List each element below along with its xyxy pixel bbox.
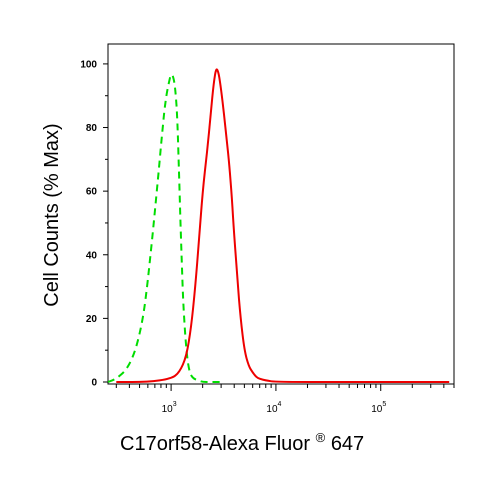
x-axis-title-registered-mark: ® bbox=[316, 430, 326, 445]
series-1-line bbox=[116, 68, 450, 384]
plot-frame bbox=[107, 43, 455, 385]
series-0-line bbox=[107, 73, 222, 383]
y-tick-label: 20 bbox=[86, 314, 98, 325]
x-tick-label: 105 bbox=[371, 401, 386, 415]
x-tick-label-base: 10 bbox=[266, 404, 278, 415]
y-tick-label: 100 bbox=[80, 59, 97, 70]
x-axis: 103 104 105 bbox=[115, 384, 455, 415]
y-tick-label: 40 bbox=[86, 250, 98, 261]
x-tick-label-base: 10 bbox=[162, 404, 174, 415]
y-axis: 0 20 40 60 80 100 bbox=[80, 59, 108, 389]
x-tick-label-exponent: 3 bbox=[173, 401, 177, 408]
x-tick-label-exponent: 5 bbox=[382, 401, 386, 408]
series-layer bbox=[107, 68, 450, 384]
x-axis-title: C17orf58-Alexa Fluor ® 647 bbox=[120, 425, 364, 455]
y-tick-label: 60 bbox=[86, 187, 98, 198]
y-tick-label: 80 bbox=[86, 123, 98, 134]
x-tick-label: 104 bbox=[266, 401, 281, 415]
x-tick-label-base: 10 bbox=[371, 404, 383, 415]
x-tick-label-exponent: 4 bbox=[278, 401, 282, 408]
y-axis-title: Cell Counts (% Max) bbox=[41, 123, 63, 306]
x-axis-title-tail: 647 bbox=[331, 433, 364, 455]
y-tick-label: 0 bbox=[91, 378, 97, 389]
x-axis-title-main: C17orf58-Alexa Fluor bbox=[120, 433, 310, 455]
x-tick-label: 103 bbox=[162, 401, 177, 415]
